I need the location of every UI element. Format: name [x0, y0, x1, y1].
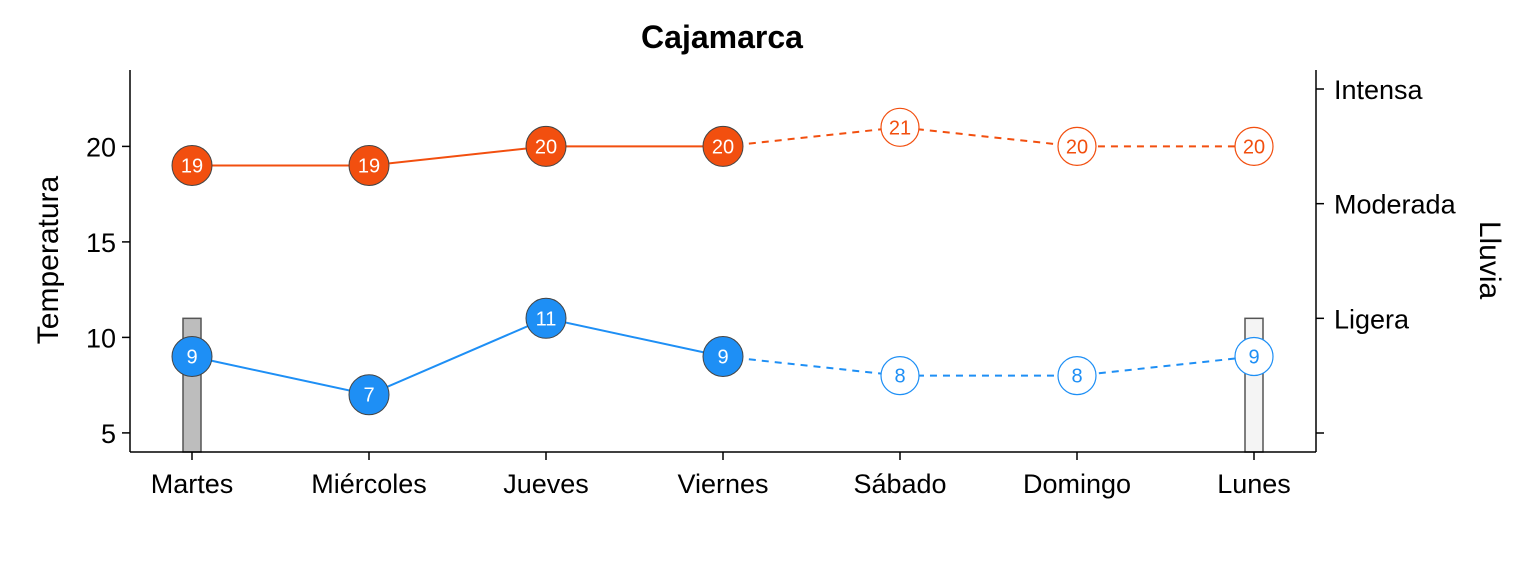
y-tick-label-2: 15 [86, 228, 116, 258]
x-tick-label-5: Domingo [1023, 469, 1131, 499]
series-1-point-label-6: 9 [1248, 347, 1259, 369]
series-1-observed-line [191, 317, 724, 396]
y2-tick-label-1: Moderada [1334, 190, 1457, 220]
series-0-point-1 [348, 145, 390, 186]
x-tick-label-6: Lunes [1217, 469, 1291, 499]
series-0-point-label-5: 20 [1066, 136, 1088, 158]
y2-axis-title: Lluvia [1473, 221, 1506, 300]
series-1-point-label-4: 8 [894, 366, 905, 388]
series-lines [191, 126, 1255, 396]
series-0-point-0 [171, 145, 213, 186]
series-1-point-3 [702, 336, 744, 377]
series-0-point-label-3: 20 [712, 136, 734, 158]
series-1-point-4 [880, 356, 920, 396]
data-points: 19 19 20 20 21 20 20 9 7 11 9 8 8 9 [171, 107, 1274, 416]
series-0-point-6 [1234, 126, 1274, 166]
series-1-point-label-5: 8 [1071, 366, 1082, 388]
y-tick-label-0: 5 [101, 419, 116, 449]
series-0-observed-line [192, 145, 723, 167]
axes: 5 10 15 20 Martes Miércoles Jueves Viernes Sábad… [86, 70, 1457, 499]
series-1-point-2 [525, 297, 567, 339]
series-1-point-label-0: 9 [186, 347, 197, 369]
y2-tick-label-2: Intensa [1334, 75, 1424, 105]
series-0-forecast-line [722, 126, 1254, 148]
series-0-point-3 [702, 125, 744, 167]
series-1-point-1 [348, 374, 390, 416]
series-1-point-label-1: 7 [363, 385, 374, 407]
x-tick-label-3: Viernes [677, 469, 768, 499]
series-1-point-label-3: 9 [717, 347, 728, 369]
x-tick-label-4: Sábado [853, 469, 946, 499]
y2-tick-label-0: Ligera [1334, 304, 1410, 334]
series-1-point-6 [1234, 336, 1274, 377]
y-tick-label-3: 20 [86, 132, 116, 162]
series-1-point-label-2: 11 [536, 308, 557, 330]
series-0-point-label-0: 19 [181, 156, 203, 178]
series-0-point-5 [1057, 126, 1097, 166]
series-0-point-4 [880, 107, 920, 147]
x-tick-label-0: Martes [151, 469, 234, 499]
y-tick-label-1: 10 [86, 323, 116, 353]
series-0-point-label-2: 20 [535, 136, 557, 158]
series-1-forecast-line [722, 355, 1255, 377]
series-0-point-label-6: 20 [1243, 136, 1265, 158]
chart-title: Cajamarca [641, 19, 803, 55]
series-0-point-label-4: 21 [889, 117, 911, 139]
x-tick-label-2: Jueves [503, 469, 589, 499]
y-axis-title: Temperatura [32, 175, 65, 344]
series-0-point-2 [525, 125, 567, 167]
x-tick-label-1: Miércoles [311, 469, 427, 499]
series-0-point-label-1: 19 [358, 156, 380, 178]
series-1-point-0 [171, 336, 213, 377]
series-1-point-5 [1057, 356, 1097, 396]
